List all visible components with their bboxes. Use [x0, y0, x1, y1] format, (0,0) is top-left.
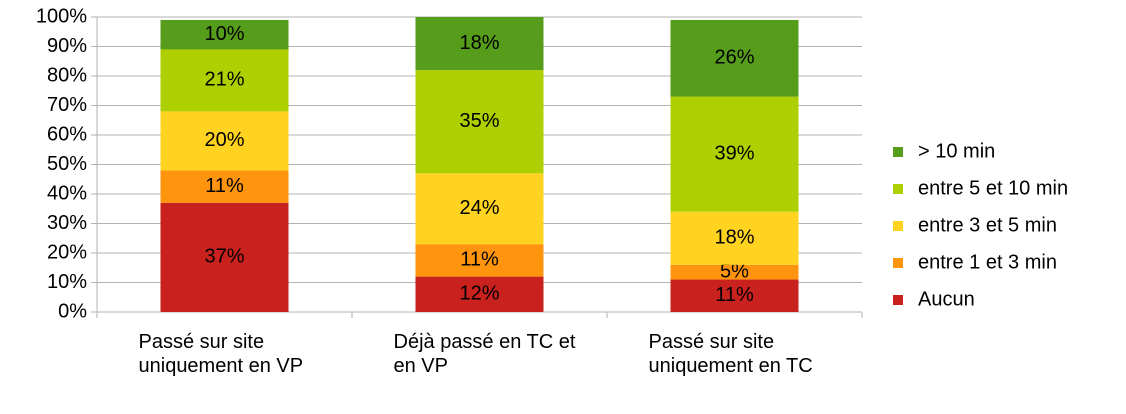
legend-label: Aucun	[918, 288, 975, 310]
data-label: 35%	[459, 110, 499, 132]
data-label: 5%	[720, 260, 749, 282]
legend-swatch	[893, 258, 903, 268]
bar-segment	[415, 17, 544, 71]
legend-swatch	[893, 147, 903, 157]
data-label: 10%	[204, 23, 244, 45]
y-tick-label: 80%	[47, 64, 87, 86]
y-tick-label: 30%	[47, 212, 87, 234]
data-label: 11%	[205, 175, 244, 197]
y-tick-label: 70%	[47, 94, 87, 116]
legend-swatch	[893, 295, 903, 305]
data-label: 26%	[714, 47, 754, 69]
legend-label: entre 5 et 10 min	[918, 177, 1068, 199]
bar-segment	[160, 111, 289, 171]
data-label: 37%	[204, 246, 244, 268]
y-tick-label: 100%	[36, 5, 87, 27]
data-label: 11%	[460, 249, 499, 271]
legend-swatch	[893, 221, 903, 231]
bar-segment	[160, 19, 289, 50]
y-tick-label: 50%	[47, 153, 87, 175]
data-label: 11%	[715, 284, 754, 306]
bar-segment	[670, 211, 799, 265]
x-tick-label: Déjà passé en TC et en VP	[393, 331, 576, 377]
y-tick-label: 20%	[47, 241, 87, 263]
legend-label: entre 3 et 5 min	[918, 214, 1057, 236]
bar-segment	[415, 173, 544, 245]
y-tick-label: 0%	[58, 300, 87, 322]
data-label: 18%	[459, 32, 499, 54]
data-label: 21%	[204, 69, 244, 91]
x-tick-label: Passé sur site uniquement en TC	[648, 331, 813, 377]
data-label: 24%	[459, 197, 499, 219]
data-label: 12%	[459, 283, 499, 305]
bar-segment	[670, 279, 799, 312]
bar-segment	[415, 70, 544, 174]
bar-segment	[670, 264, 799, 280]
bar-segment	[160, 202, 289, 312]
bar-segment	[160, 170, 289, 203]
legend-label: entre 1 et 3 min	[918, 251, 1057, 273]
y-tick-label: 60%	[47, 123, 87, 145]
bar-segment	[670, 96, 799, 212]
bar-segment	[415, 244, 544, 277]
y-tick-label: 40%	[47, 182, 87, 204]
data-label: 18%	[714, 227, 754, 249]
bar-segment	[160, 49, 289, 112]
legend-swatch	[893, 184, 903, 194]
y-tick-label: 10%	[47, 271, 87, 293]
data-label: 39%	[714, 142, 754, 164]
x-tick-label: Passé sur site uniquement en VP	[138, 331, 304, 377]
bar-segment	[670, 19, 799, 97]
legend-label: > 10 min	[918, 140, 995, 162]
bar-segment	[415, 276, 544, 312]
y-tick-label: 90%	[47, 35, 87, 57]
data-label: 20%	[204, 129, 244, 151]
